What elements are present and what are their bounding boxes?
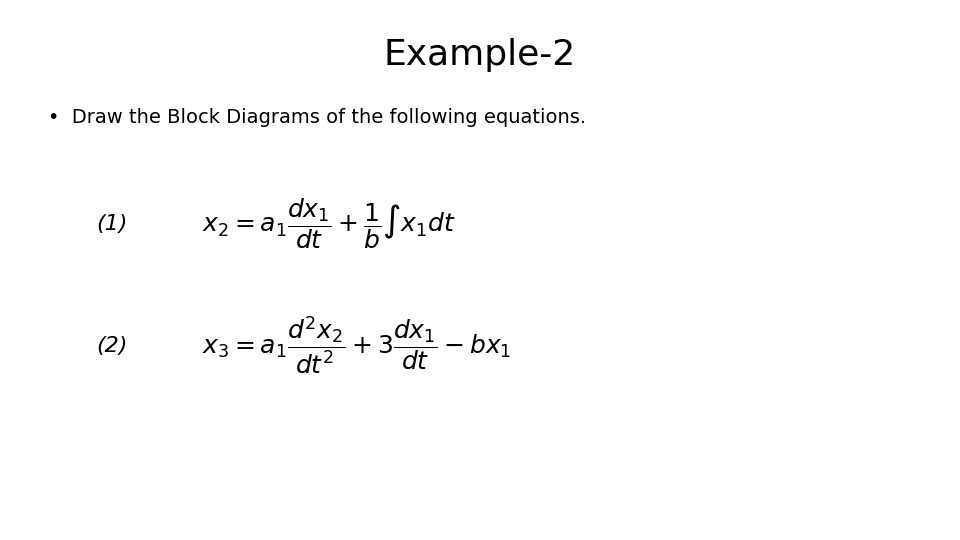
Text: Example-2: Example-2 (384, 38, 576, 72)
Text: $x_2 = a_1\dfrac{dx_1}{dt} + \dfrac{1}{b}\int x_1 dt$: $x_2 = a_1\dfrac{dx_1}{dt} + \dfrac{1}{b… (202, 197, 456, 251)
Text: (2): (2) (96, 335, 128, 356)
Text: (1): (1) (96, 214, 128, 234)
Text: $x_3 = a_1\dfrac{d^2x_2}{dt^2} + 3\dfrac{dx_1}{dt} - bx_1$: $x_3 = a_1\dfrac{d^2x_2}{dt^2} + 3\dfrac… (202, 315, 511, 376)
Text: •  Draw the Block Diagrams of the following equations.: • Draw the Block Diagrams of the followi… (48, 108, 587, 127)
